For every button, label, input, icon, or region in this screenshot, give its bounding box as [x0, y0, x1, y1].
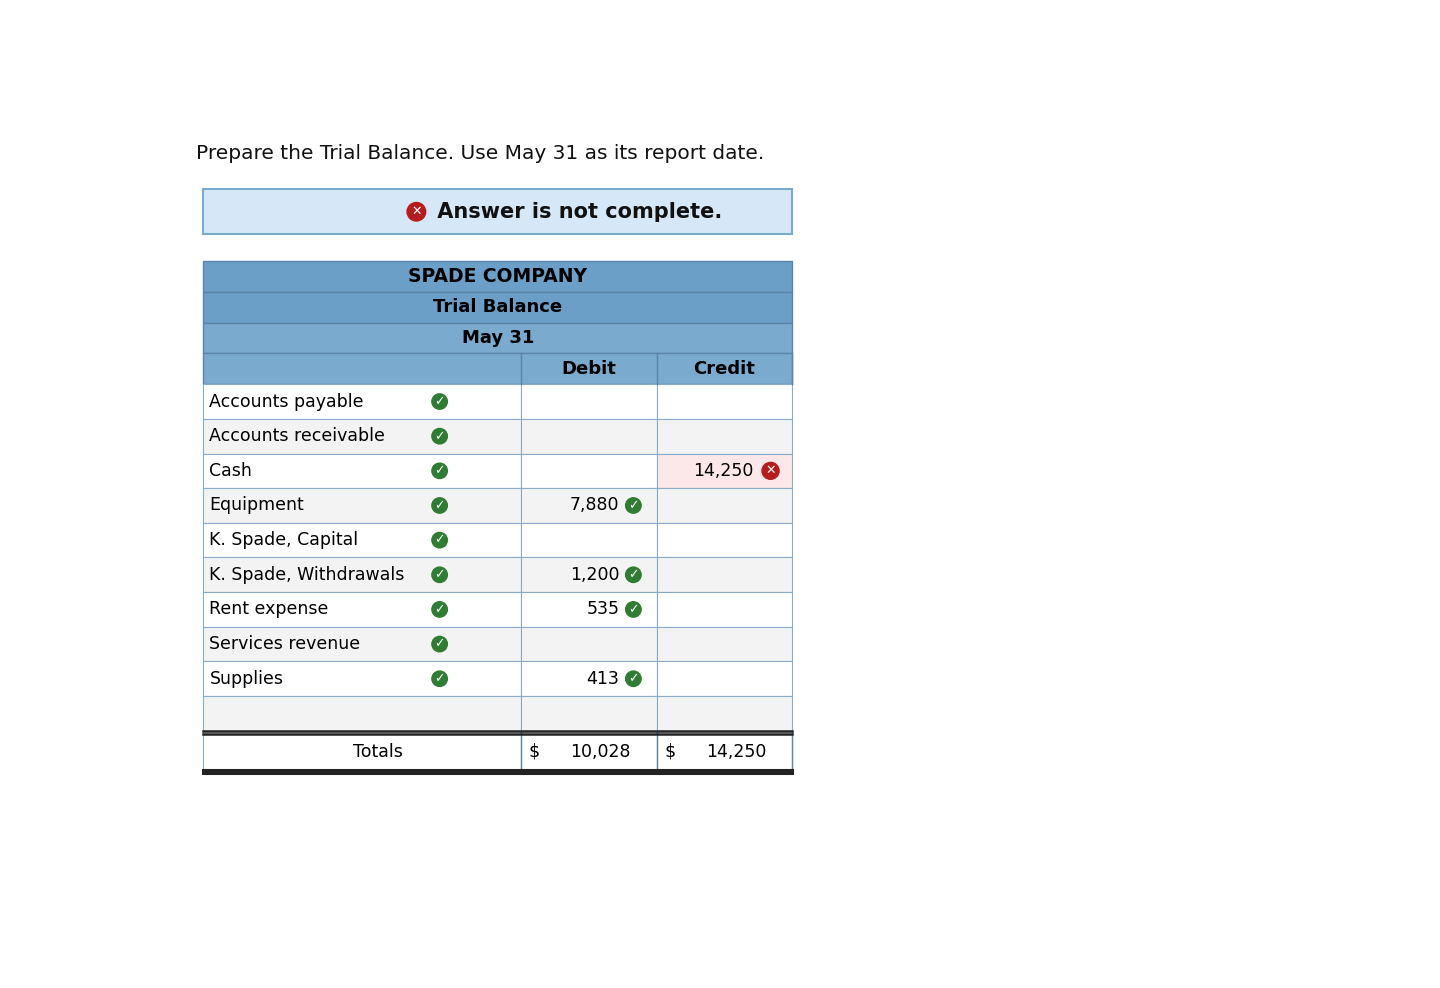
FancyBboxPatch shape	[521, 523, 657, 557]
FancyBboxPatch shape	[203, 384, 521, 419]
FancyBboxPatch shape	[203, 354, 792, 384]
FancyBboxPatch shape	[657, 697, 792, 731]
Text: Debit: Debit	[562, 360, 616, 377]
FancyBboxPatch shape	[657, 384, 792, 419]
Circle shape	[625, 602, 641, 618]
Circle shape	[432, 429, 448, 444]
Text: Totals: Totals	[353, 743, 403, 761]
FancyBboxPatch shape	[657, 523, 792, 557]
Text: SPADE COMPANY: SPADE COMPANY	[409, 267, 588, 286]
FancyBboxPatch shape	[203, 557, 521, 592]
FancyBboxPatch shape	[521, 384, 657, 419]
Text: K. Spade, Capital: K. Spade, Capital	[209, 532, 359, 549]
Text: Supplies: Supplies	[209, 670, 284, 688]
FancyBboxPatch shape	[203, 697, 521, 731]
Text: 14,250: 14,250	[706, 743, 766, 761]
Text: Accounts payable: Accounts payable	[209, 392, 364, 411]
FancyBboxPatch shape	[203, 731, 521, 773]
Circle shape	[432, 671, 448, 687]
FancyBboxPatch shape	[521, 453, 657, 488]
Text: Equipment: Equipment	[209, 497, 304, 515]
Text: ✓: ✓	[435, 534, 445, 546]
Text: Rent expense: Rent expense	[209, 601, 328, 618]
Text: Trial Balance: Trial Balance	[433, 298, 562, 316]
Circle shape	[432, 498, 448, 513]
FancyBboxPatch shape	[657, 626, 792, 661]
Text: ✓: ✓	[628, 499, 638, 512]
Text: ✕: ✕	[412, 206, 422, 218]
Circle shape	[432, 394, 448, 409]
FancyBboxPatch shape	[203, 323, 792, 354]
Text: May 31: May 31	[462, 329, 534, 347]
FancyBboxPatch shape	[521, 592, 657, 626]
FancyBboxPatch shape	[203, 488, 521, 523]
Text: ✓: ✓	[435, 637, 445, 650]
Text: ✓: ✓	[435, 395, 445, 408]
FancyBboxPatch shape	[521, 697, 657, 731]
Text: ✓: ✓	[628, 603, 638, 616]
Circle shape	[408, 203, 426, 221]
FancyBboxPatch shape	[203, 626, 521, 661]
Text: Services revenue: Services revenue	[209, 635, 360, 653]
Text: ✓: ✓	[435, 603, 445, 616]
Circle shape	[432, 602, 448, 618]
Text: K. Spade, Withdrawals: K. Spade, Withdrawals	[209, 566, 405, 584]
Circle shape	[432, 463, 448, 478]
FancyBboxPatch shape	[203, 453, 521, 488]
FancyBboxPatch shape	[521, 731, 657, 773]
FancyBboxPatch shape	[657, 592, 792, 626]
Circle shape	[625, 567, 641, 583]
Circle shape	[625, 671, 641, 687]
FancyBboxPatch shape	[203, 291, 792, 323]
FancyBboxPatch shape	[203, 261, 792, 291]
Text: ✓: ✓	[435, 499, 445, 512]
Circle shape	[432, 533, 448, 547]
Text: Answer is not complete.: Answer is not complete.	[431, 202, 723, 221]
FancyBboxPatch shape	[203, 419, 521, 453]
Text: $: $	[528, 743, 540, 761]
FancyBboxPatch shape	[657, 557, 792, 592]
FancyBboxPatch shape	[203, 523, 521, 557]
FancyBboxPatch shape	[203, 592, 521, 626]
Text: 10,028: 10,028	[570, 743, 631, 761]
Text: $: $	[664, 743, 675, 761]
Text: ✓: ✓	[628, 568, 638, 581]
FancyBboxPatch shape	[657, 419, 792, 453]
Circle shape	[432, 567, 448, 583]
Text: 7,880: 7,880	[570, 497, 619, 515]
Text: 1,200: 1,200	[570, 566, 619, 584]
Text: 14,250: 14,250	[693, 461, 753, 480]
FancyBboxPatch shape	[521, 557, 657, 592]
Text: ✓: ✓	[435, 430, 445, 443]
FancyBboxPatch shape	[521, 419, 657, 453]
FancyBboxPatch shape	[657, 731, 792, 773]
Text: Cash: Cash	[209, 461, 252, 480]
Text: Prepare the Trial Balance. Use May 31 as its report date.: Prepare the Trial Balance. Use May 31 as…	[196, 143, 763, 163]
Text: ✓: ✓	[435, 672, 445, 686]
FancyBboxPatch shape	[203, 661, 521, 697]
FancyBboxPatch shape	[521, 661, 657, 697]
Circle shape	[762, 462, 779, 479]
FancyBboxPatch shape	[521, 488, 657, 523]
Text: 535: 535	[586, 601, 619, 618]
FancyBboxPatch shape	[657, 661, 792, 697]
Text: ✓: ✓	[435, 464, 445, 477]
FancyBboxPatch shape	[657, 488, 792, 523]
Circle shape	[432, 636, 448, 652]
Text: Credit: Credit	[694, 360, 756, 377]
Text: ✓: ✓	[435, 568, 445, 581]
Text: ✓: ✓	[628, 672, 638, 686]
FancyBboxPatch shape	[203, 190, 792, 234]
Text: 413: 413	[586, 670, 619, 688]
FancyBboxPatch shape	[521, 626, 657, 661]
Text: ✕: ✕	[765, 464, 776, 477]
Text: Accounts receivable: Accounts receivable	[209, 427, 386, 446]
FancyBboxPatch shape	[657, 453, 792, 488]
Circle shape	[625, 498, 641, 513]
